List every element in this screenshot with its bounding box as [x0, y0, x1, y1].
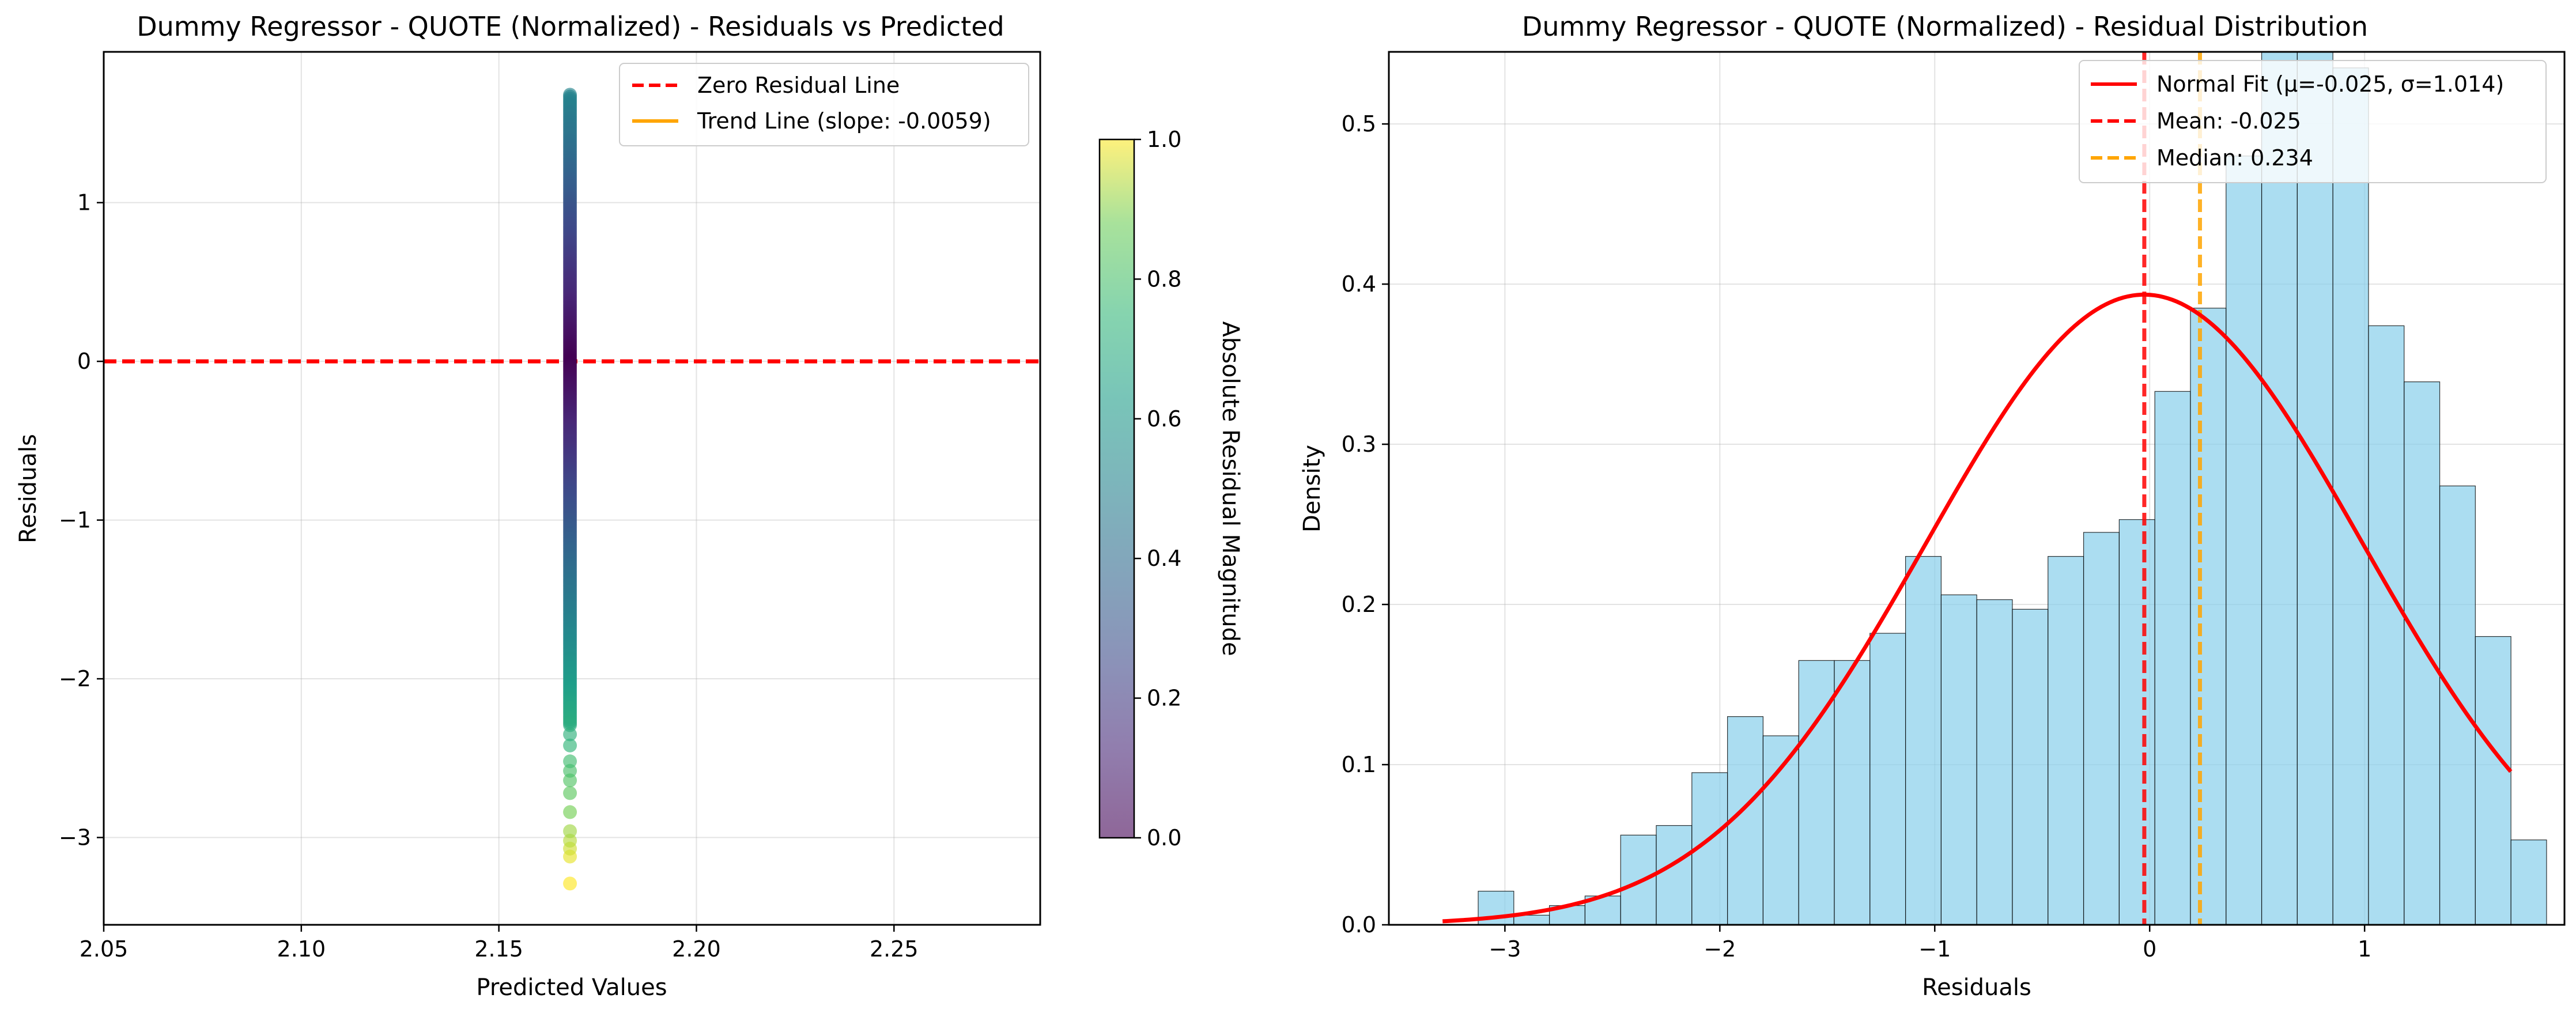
histogram-bar-9: [1762, 735, 1799, 925]
histogram-bar-18: [2083, 532, 2120, 925]
scatter-point-339: [563, 773, 577, 788]
right-plot-frame: [1388, 51, 2566, 926]
right-x-ticks: −3 −2 −1 0 1: [1489, 925, 2371, 962]
left-y-axis-label: Residuals: [15, 434, 41, 543]
left-x-axis-label: Predicted Values: [476, 974, 667, 1001]
colorbar-tick-label-3: 0.6: [1147, 406, 1181, 432]
histogram-bar-19: [2118, 519, 2155, 925]
histogram-bar-2: [1513, 914, 1550, 925]
left-legend: Zero Residual Line Trend Line (slope: -0…: [619, 63, 1029, 146]
right-chart-title: Dummy Regressor - QUOTE (Normalized) - R…: [1522, 11, 2368, 42]
left-xtick-label-2: 2.15: [474, 936, 523, 962]
histogram-bar-28: [2439, 485, 2476, 925]
right-xtick-label-1: −2: [1704, 936, 1736, 962]
histogram-bar-6: [1656, 825, 1693, 925]
colorbar-tick-label-2: 0.4: [1147, 546, 1181, 571]
right-ytick-label-5: 0.5: [1342, 111, 1376, 137]
right-xtick-label-3: 0: [2143, 936, 2156, 962]
right-xtick-label-2: −1: [1918, 936, 1951, 962]
scatter-point-341: [563, 754, 577, 769]
histogram-bar-12: [1869, 633, 1906, 925]
right-ytick-label-3: 0.3: [1342, 432, 1376, 457]
right-legend-label-mean: Mean: -0.025: [2156, 108, 2301, 134]
left-plot-frame: [103, 51, 1041, 926]
histogram-bar-5: [1620, 834, 1657, 925]
right-xtick-label-4: 1: [2358, 936, 2371, 962]
colorbar-label: Absolute Residual Magnitude: [1217, 321, 1244, 656]
normal-fit-curve: [1442, 292, 2513, 924]
histogram-bar-24: [2297, 51, 2333, 925]
left-xtick-label-3: 2.20: [672, 936, 721, 962]
right-ytick-label-4: 0.4: [1342, 271, 1376, 297]
left-x-ticks: 2.05 2.10 2.15 2.20 2.25: [80, 925, 919, 962]
scatter-point-343: [563, 727, 577, 742]
colorbar: 0.0 0.2 0.4 0.6 0.8 1.0 Absolute Residual Mag…: [1098, 127, 1244, 850]
histogram-bar-26: [2368, 325, 2405, 925]
left-xtick-label-4: 2.25: [870, 936, 919, 962]
left-scatter-points: [563, 88, 577, 891]
left-xtick-label-0: 2.05: [80, 936, 129, 962]
left-legend-label-trend: Trend Line (slope: -0.0059): [697, 108, 991, 134]
right-x-axis-label: Residuals: [1922, 974, 2031, 1001]
colorbar-ticks: 0.0 0.2 0.4 0.6 0.8 1.0: [1134, 127, 1181, 850]
scatter-point-342: [563, 738, 577, 753]
right-y-ticks: 0.0 0.1 0.2 0.3 0.4 0.5: [1342, 111, 1389, 937]
histogram-bar-25: [2332, 67, 2369, 925]
left-ytick-label-0: −3: [59, 825, 91, 850]
left-ytick-label-3: 0: [77, 349, 91, 374]
left-legend-box: [619, 63, 1029, 146]
scatter-point-338: [563, 786, 577, 800]
histogram-bar-30: [2510, 840, 2547, 925]
colorbar-tick-label-1: 0.2: [1147, 686, 1181, 711]
left-chart-title: Dummy Regressor - QUOTE (Normalized) - R…: [137, 11, 1004, 42]
colorbar-gradient: [1098, 138, 1135, 839]
histogram-bar-29: [2475, 636, 2511, 925]
left-ytick-label-4: 1: [77, 190, 91, 216]
scatter-point-335: [563, 834, 577, 848]
right-legend-label-normal: Normal Fit (μ=-0.025, σ=1.014): [2156, 71, 2504, 97]
residual-distribution-panel: Dummy Regressor - QUOTE (Normalized) - R…: [1299, 11, 2566, 1001]
left-xtick-label-1: 2.10: [277, 936, 326, 962]
right-reference-lines: [2142, 52, 2202, 925]
scatter-point-332: [563, 876, 577, 891]
histogram-bar-16: [2012, 608, 2049, 925]
right-ytick-label-0: 0.0: [1342, 912, 1376, 937]
scatter-point-337: [563, 805, 577, 819]
right-legend-box: [2079, 60, 2547, 183]
left-legend-label-zero: Zero Residual Line: [697, 73, 900, 98]
histogram-bar-14: [1940, 594, 1977, 925]
histogram-bar-13: [1905, 556, 1942, 925]
histogram-bar-20: [2154, 391, 2191, 925]
right-xtick-label-0: −3: [1489, 936, 1521, 962]
colorbar-tick-label-5: 1.0: [1147, 127, 1181, 152]
left-y-ticks: −3 −2 −1 0 1: [59, 190, 104, 850]
right-ytick-label-1: 0.1: [1342, 752, 1376, 777]
histogram-bar-22: [2226, 156, 2263, 925]
histogram-bar-15: [1976, 599, 2013, 925]
histogram-bar-21: [2190, 308, 2227, 925]
scatter-point-336: [563, 824, 577, 838]
scatter-point-340: [563, 763, 577, 778]
right-y-axis-label: Density: [1299, 445, 1325, 532]
colorbar-tick-label-4: 0.8: [1147, 266, 1181, 292]
right-ytick-label-2: 0.2: [1342, 592, 1376, 617]
left-ytick-label-1: −2: [59, 666, 91, 691]
right-legend: Normal Fit (μ=-0.025, σ=1.014) Mean: -0.…: [2079, 60, 2547, 183]
histogram-bars: [1478, 51, 2547, 925]
left-ytick-label-2: −1: [59, 508, 91, 533]
histogram-bar-17: [2048, 556, 2084, 925]
histogram-bar-11: [1834, 660, 1871, 925]
histogram-bar-27: [2404, 381, 2441, 925]
colorbar-tick-label-0: 0.0: [1147, 825, 1181, 850]
residuals-vs-predicted-panel: Dummy Regressor - QUOTE (Normalized) - R…: [15, 11, 1244, 1001]
right-legend-label-median: Median: 0.234: [2156, 145, 2313, 171]
